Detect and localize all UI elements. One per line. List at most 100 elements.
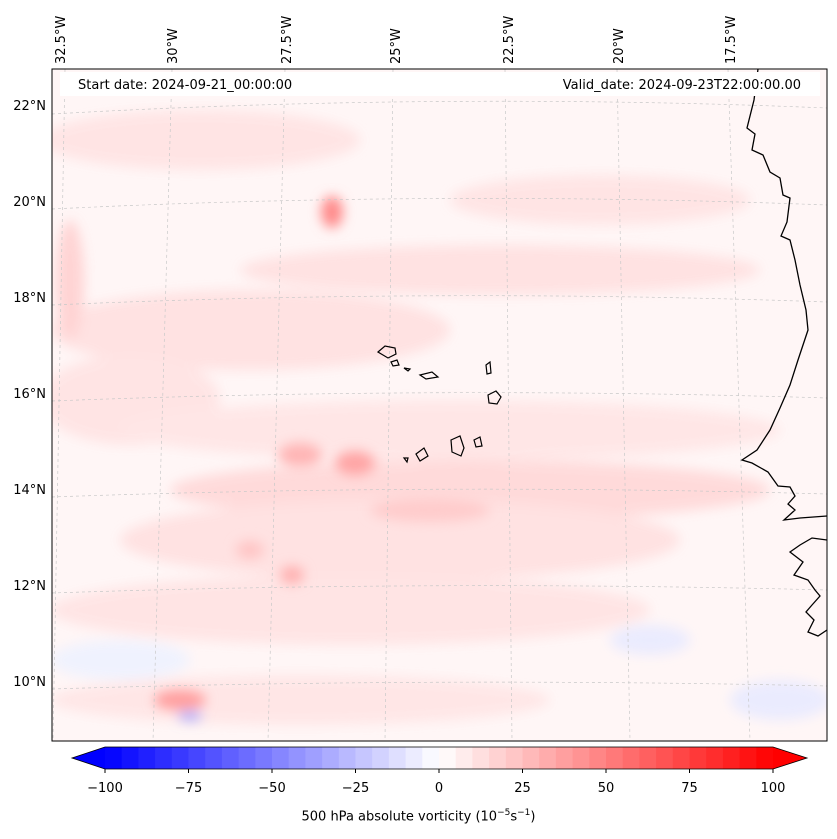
colorbar-segment	[355, 747, 373, 769]
colorbar-segment	[756, 747, 774, 769]
colorbar-segment	[472, 747, 490, 769]
longitude-label: 30°W	[166, 28, 181, 64]
colorbar-segment	[188, 747, 206, 769]
vorticity-max	[335, 451, 375, 475]
colorbar-segment	[656, 747, 674, 769]
colorbar-segment	[439, 747, 457, 769]
colorbar-label-end: )	[530, 809, 536, 825]
colorbar-segment	[522, 747, 540, 769]
vorticity-band	[120, 500, 680, 580]
colorbar-segment	[205, 747, 223, 769]
vorticity-max	[154, 690, 206, 710]
colorbar-tick-label: −75	[174, 781, 203, 796]
colorbar-tick-label: 100	[760, 781, 786, 796]
colorbar-segment	[105, 747, 123, 769]
colorbar-segment	[121, 747, 139, 769]
colorbar-segment	[672, 747, 690, 769]
colorbar-segment	[689, 747, 707, 769]
latitude-label: 14°N	[13, 483, 46, 498]
colorbar-label-main: 500 hPa absolute vorticity (10	[301, 809, 498, 825]
colorbar-segment	[171, 747, 189, 769]
vorticity-band	[56, 220, 84, 340]
colorbar	[70, 746, 809, 773]
colorbar-segment	[338, 747, 356, 769]
colorbar-segment	[505, 747, 523, 769]
colorbar-segment	[722, 747, 741, 769]
vorticity-max	[280, 566, 304, 584]
colorbar-segment	[255, 747, 273, 769]
valid-date-label: Valid_date: 2024-09-23T22:00:00.00	[562, 78, 801, 93]
longitude-label: 32.5°W	[54, 15, 69, 64]
longitude-label: 25°W	[389, 28, 404, 64]
longitude-label: 27.5°W	[280, 15, 295, 64]
colorbar-label-exp1: −5	[497, 808, 511, 818]
colorbar-segment	[622, 747, 640, 769]
vorticity-band	[120, 400, 780, 460]
colorbar-tick-label: 75	[681, 781, 698, 796]
colorbar-segment	[155, 747, 173, 769]
colorbar-tick-label: −25	[341, 781, 370, 796]
vorticity-min	[178, 711, 202, 721]
longitude-label: 20°W	[612, 28, 627, 64]
latitude-label: 10°N	[13, 675, 46, 690]
cape-verde-islands	[376, 345, 502, 464]
colorbar-segment	[489, 747, 507, 769]
vorticity-band	[610, 625, 690, 655]
colorbar-segment	[606, 747, 624, 769]
graticule	[52, 69, 827, 741]
colorbar-segment	[555, 747, 574, 769]
latitude-label: 18°N	[13, 291, 46, 306]
colorbar-max-arrow	[773, 747, 807, 769]
colorbar-label: 500 hPa absolute vorticity (10−5s−1)	[0, 808, 837, 824]
colorbar-segment	[572, 747, 590, 769]
vorticity-max	[236, 541, 264, 559]
colorbar-segment	[706, 747, 724, 769]
colorbar-segment	[372, 747, 390, 769]
colorbar-segment	[639, 747, 657, 769]
vorticity-band	[450, 175, 750, 225]
colorbar-label-exp2: −1	[517, 808, 531, 818]
colorbar-segment	[238, 747, 256, 769]
colorbar-tick-label: 0	[434, 781, 444, 796]
latitude-label: 22°N	[13, 99, 46, 114]
vorticity-field	[52, 69, 827, 741]
vorticity-band	[240, 245, 760, 295]
colorbar-min-arrow	[72, 747, 105, 769]
colorbar-segment	[138, 747, 156, 769]
longitude-label: 22.5°W	[502, 15, 517, 64]
latitude-label: 16°N	[13, 387, 46, 402]
african-coastline-south	[788, 537, 827, 637]
colorbar-segment	[288, 747, 306, 769]
colorbar-segment	[272, 747, 290, 769]
header-strip	[60, 72, 820, 96]
vorticity-band	[52, 640, 190, 680]
start-date-label: Start date: 2024-09-21_00:00:00	[78, 78, 293, 93]
vorticity-band	[52, 675, 550, 725]
map-frame	[51, 68, 828, 742]
colorbar-segment	[422, 747, 440, 769]
colorbar-segment	[589, 747, 607, 769]
vorticity-max	[321, 196, 343, 228]
colorbar-segment	[539, 747, 557, 769]
colorbar-segment	[388, 747, 407, 769]
latitude-label: 20°N	[13, 195, 46, 210]
colorbar-segment	[322, 747, 340, 769]
colorbar-tick-label: −50	[258, 781, 286, 796]
colorbar-label-mid: s	[510, 809, 518, 825]
vorticity-max	[278, 443, 322, 467]
colorbar-segment	[405, 747, 423, 769]
vorticity-max	[370, 498, 490, 522]
colorbar-segment	[739, 747, 757, 769]
colorbar-tick-label: −100	[87, 781, 123, 796]
colorbar-segment	[305, 747, 323, 769]
colorbar-tick-label: 25	[514, 781, 531, 796]
vorticity-band	[52, 575, 650, 645]
vorticity-band	[52, 290, 450, 370]
vorticity-band	[52, 110, 360, 170]
colorbar-segment	[221, 747, 240, 769]
colorbar-segment	[455, 747, 473, 769]
longitude-label: 17.5°W	[724, 15, 739, 64]
colorbar-tick-label: 50	[597, 781, 615, 796]
vorticity-band	[730, 680, 827, 720]
